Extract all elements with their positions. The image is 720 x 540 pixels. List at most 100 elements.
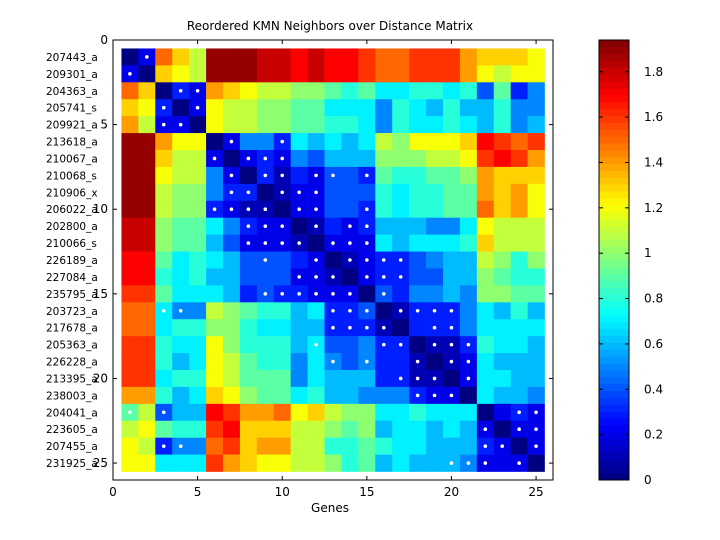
heatmap-cell: [358, 454, 376, 472]
heatmap-cell: [307, 116, 325, 134]
heatmap-cell: [223, 268, 241, 286]
heatmap-cell: [189, 133, 207, 151]
heatmap-cell: [358, 183, 376, 202]
heatmap-cell: [443, 150, 461, 168]
heatmap-cell: [527, 353, 545, 371]
heatmap-cell: [256, 65, 275, 83]
heatmap-cell: [307, 420, 325, 438]
heatmap-cell: [273, 65, 291, 83]
heatmap-cell: [206, 82, 224, 100]
colorbar-band: [599, 459, 629, 467]
heatmap-cell: [459, 302, 478, 320]
colorbar-band: [599, 315, 629, 323]
neighbor-marker: [348, 241, 352, 245]
neighbor-marker: [161, 308, 166, 313]
heatmap-cell: [189, 420, 207, 438]
heatmap-cell: [493, 48, 511, 66]
heatmap-cell: [206, 437, 224, 455]
neighbor-marker: [415, 308, 420, 313]
neighbor-marker: [178, 88, 183, 93]
heatmap-cell: [476, 166, 495, 185]
heatmap-cell: [459, 48, 478, 66]
row-label: 205363_a: [46, 340, 98, 352]
colorbar-band: [599, 211, 629, 220]
heatmap-cell: [493, 133, 511, 151]
heatmap-cell: [290, 420, 308, 438]
heatmap-cell: [239, 386, 258, 405]
heatmap-cell: [223, 116, 241, 134]
heatmap-cell: [223, 82, 241, 100]
heatmap-cell: [493, 166, 511, 185]
row-label: 217678_a: [46, 323, 98, 335]
heatmap-cell: [172, 353, 190, 371]
heatmap-cell: [493, 319, 511, 337]
heatmap-cell: [138, 82, 156, 100]
heatmap-cell: [341, 454, 359, 472]
neighbor-marker: [297, 190, 301, 195]
colorbar-band: [599, 253, 629, 261]
neighbor-marker: [280, 292, 285, 296]
neighbor-marker: [398, 342, 403, 347]
heatmap-cell: [459, 420, 478, 438]
heatmap-cell: [510, 99, 528, 117]
colorbar-tick-label: 0.6: [644, 337, 663, 351]
heatmap-cell: [324, 200, 342, 218]
neighbor-marker: [466, 376, 471, 381]
row-label: 223605_a: [46, 424, 98, 436]
heatmap-cell: [189, 150, 207, 168]
heatmap-cell: [121, 133, 139, 151]
heatmap-cell: [307, 65, 325, 83]
heatmap-cell: [510, 336, 528, 354]
heatmap-cell: [223, 437, 241, 455]
heatmap-cell: [476, 150, 495, 168]
heatmap-cell: [256, 82, 275, 100]
heatmap-cell: [239, 437, 258, 455]
heatmap-cell: [476, 116, 495, 134]
heatmap-cell: [409, 150, 427, 168]
heatmap-cell: [476, 370, 495, 388]
colorbar-band: [599, 150, 629, 158]
colorbar-band: [599, 225, 629, 233]
heatmap-cell: [290, 116, 308, 134]
heatmap-cell: [223, 302, 241, 320]
x-tick-label: 5: [194, 485, 202, 499]
heatmap-cell: [510, 234, 528, 252]
colorbar-band: [599, 404, 629, 412]
heatmap-cell: [155, 319, 173, 337]
heatmap-cell: [527, 200, 545, 218]
heatmap-cell: [324, 82, 342, 100]
colorbar-band: [599, 246, 629, 254]
neighbor-marker: [314, 292, 318, 296]
neighbor-marker: [314, 173, 318, 178]
colorbar-band: [599, 328, 629, 337]
heatmap-cell: [223, 99, 241, 117]
heatmap-cell: [510, 150, 528, 168]
heatmap-cell: [239, 420, 258, 438]
heatmap-cell: [239, 65, 258, 83]
neighbor-marker: [229, 139, 234, 144]
row-label: 210067_a: [46, 153, 98, 165]
heatmap-cell: [443, 285, 461, 303]
heatmap-cell: [443, 116, 461, 134]
heatmap-cell: [189, 268, 207, 286]
heatmap-cell: [206, 133, 224, 151]
heatmap-cell: [409, 65, 427, 83]
x-tick-label: 0: [109, 485, 117, 499]
heatmap-cell: [341, 133, 359, 151]
heatmap-cell: [138, 166, 156, 185]
heatmap-cell: [138, 116, 156, 134]
heatmap-cell: [307, 82, 325, 100]
heatmap-cell: [189, 403, 207, 422]
heatmap-cell: [341, 420, 359, 438]
heatmap-cell: [375, 234, 393, 252]
neighbor-marker: [212, 156, 217, 161]
heatmap-cell: [426, 183, 444, 202]
heatmap-cell: [189, 251, 207, 269]
neighbor-marker: [432, 376, 437, 381]
heatmap-cell: [206, 48, 224, 66]
heatmap-cell: [426, 403, 444, 422]
neighbor-marker: [483, 427, 488, 432]
heatmap-cell: [206, 454, 224, 472]
heatmap-cell: [155, 353, 173, 371]
neighbor-marker: [398, 308, 403, 313]
